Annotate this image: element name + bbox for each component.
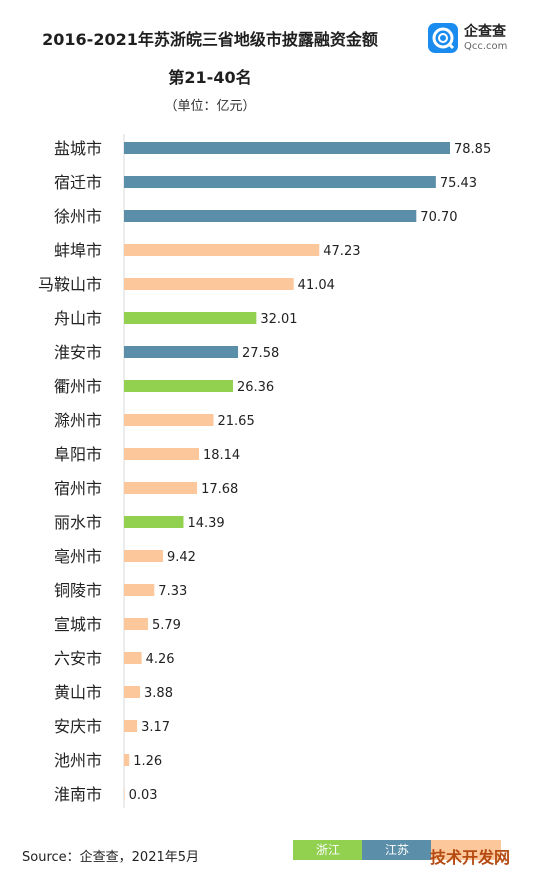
bar: [124, 482, 198, 494]
qcc-logo-icon: [428, 23, 458, 53]
category-label: 亳州市: [54, 547, 102, 566]
bar: [124, 414, 214, 426]
legend-jiangsu: 江苏: [362, 840, 432, 860]
category-label: 盐城市: [54, 139, 102, 158]
bar: [124, 210, 417, 222]
bar: [124, 346, 239, 358]
bar: [124, 278, 294, 290]
category-label: 马鞍山市: [38, 275, 102, 294]
corner-watermark: 技术开发网: [430, 848, 511, 867]
category-label: 蚌埠市: [54, 241, 102, 260]
category-label: 宣城市: [54, 615, 102, 634]
value-label: 41.04: [298, 278, 335, 293]
category-label: 铜陵市: [54, 581, 102, 600]
value-label: 9.42: [167, 550, 196, 565]
value-label: 21.65: [218, 414, 255, 429]
bar: [124, 720, 138, 732]
category-label: 徐州市: [54, 207, 102, 226]
value-label: 0.03: [129, 788, 158, 803]
value-label: 4.26: [146, 652, 175, 667]
bar: [124, 550, 163, 562]
bar: [124, 516, 184, 528]
logo-url: Qcc.com: [464, 41, 508, 52]
category-label: 宿迁市: [54, 173, 102, 192]
category-label: 淮南市: [54, 785, 102, 804]
value-label: 26.36: [237, 380, 274, 395]
category-label: 滁州市: [54, 411, 102, 430]
bar: [124, 448, 199, 460]
bar: [124, 788, 125, 800]
bar: [124, 142, 450, 154]
bar: [124, 754, 130, 766]
value-label: 32.01: [260, 312, 297, 327]
category-label: 丽水市: [54, 513, 102, 532]
category-label: 黄山市: [54, 683, 102, 702]
source-note: Source：企查查，2021年5月: [22, 850, 200, 865]
bar: [124, 686, 141, 698]
value-label: 75.43: [440, 176, 477, 191]
chart-subtitle: 第21-40名: [168, 68, 252, 87]
logo-name: 企查查: [464, 24, 506, 40]
category-label: 阜阳市: [54, 445, 102, 464]
value-label: 17.68: [201, 482, 238, 497]
bar: [124, 380, 233, 392]
unit-label: （单位：亿元）: [164, 99, 256, 114]
bar: [124, 618, 148, 630]
category-label: 安庆市: [54, 717, 102, 736]
category-label: 淮安市: [54, 343, 102, 362]
bar: [124, 176, 436, 188]
value-label: 1.26: [133, 754, 162, 769]
category-label: 衢州市: [54, 377, 102, 396]
bar: [124, 312, 257, 324]
value-label: 5.79: [152, 618, 181, 633]
bar: [124, 652, 142, 664]
chart-title: 2016-2021年苏浙皖三省地级市披露融资金额: [42, 30, 378, 49]
category-label: 池州市: [54, 751, 102, 770]
bar: [124, 584, 155, 596]
value-label: 27.58: [242, 346, 279, 361]
category-label: 六安市: [54, 649, 102, 668]
legend-anhui: [431, 840, 501, 860]
value-label: 18.14: [203, 448, 240, 463]
value-label: 47.23: [323, 244, 360, 259]
value-label: 78.85: [454, 142, 491, 157]
bar: [124, 244, 320, 256]
value-label: 3.17: [141, 720, 170, 735]
qcc-logo: 企查查 Qcc.com: [428, 20, 528, 58]
category-label: 舟山市: [54, 309, 102, 328]
value-label: 14.39: [187, 516, 224, 531]
value-label: 3.88: [144, 686, 173, 701]
value-label: 70.70: [420, 210, 457, 225]
legend-zhejiang: 浙江: [293, 840, 363, 860]
category-label: 宿州市: [54, 479, 102, 498]
value-label: 7.33: [158, 584, 187, 599]
